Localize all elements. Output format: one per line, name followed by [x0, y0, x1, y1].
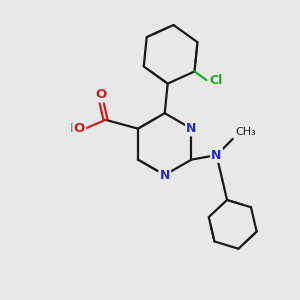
- Text: O: O: [74, 122, 85, 135]
- Text: N: N: [160, 169, 170, 182]
- Text: N: N: [211, 149, 222, 162]
- Text: O: O: [95, 88, 107, 101]
- Text: CH₃: CH₃: [235, 127, 256, 136]
- Text: H: H: [70, 122, 80, 135]
- Text: Cl: Cl: [209, 74, 223, 87]
- Text: N: N: [186, 122, 197, 135]
